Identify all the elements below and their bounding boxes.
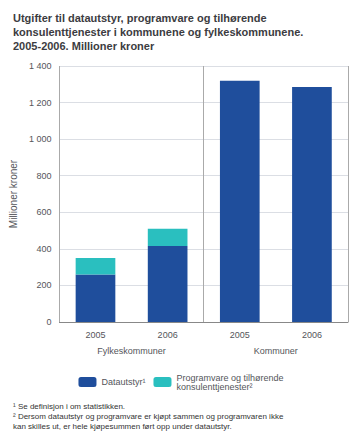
svg-text:200: 200: [36, 280, 51, 290]
svg-text:600: 600: [36, 207, 51, 217]
svg-text:400: 400: [36, 244, 51, 254]
svg-text:Kommuner: Kommuner: [254, 346, 298, 356]
svg-text:1 000: 1 000: [29, 134, 52, 144]
svg-text:Utgifter til datautstyr, progr: Utgifter til datautstyr, programvare og …: [13, 12, 267, 24]
svg-text:1 200: 1 200: [29, 98, 52, 108]
svg-text:Fylkeskommuner: Fylkeskommuner: [97, 346, 166, 356]
svg-text:Millioner kroner: Millioner kroner: [8, 159, 19, 228]
svg-text:konsulenttjenester i kommunene: konsulenttjenester i kommunene og fylkes…: [13, 26, 303, 38]
svg-text:2006: 2006: [158, 330, 178, 340]
svg-text:Datautstyr¹: Datautstyr¹: [101, 377, 145, 387]
svg-text:konsulenttjenester²: konsulenttjenester²: [176, 382, 252, 392]
svg-text:kan skilles ut, er hele kjøpes: kan skilles ut, er hele kjøpesummen ført…: [13, 422, 232, 431]
svg-text:2005: 2005: [230, 330, 250, 340]
svg-text:2005-2006. Millioner kroner: 2005-2006. Millioner kroner: [13, 40, 155, 52]
svg-text:¹ Se definisjon i om statistik: ¹ Se definisjon i om statistikken.: [13, 402, 125, 411]
svg-text:800: 800: [36, 171, 51, 181]
svg-text:Programvare og tilhørende: Programvare og tilhørende: [176, 372, 284, 383]
svg-text:0: 0: [46, 317, 51, 327]
svg-text:² Dersom datautstyr og program: ² Dersom datautstyr og programvare er kj…: [13, 412, 284, 421]
svg-text:2006: 2006: [302, 330, 322, 340]
svg-text:1 400: 1 400: [29, 61, 52, 71]
svg-text:2005: 2005: [85, 330, 105, 340]
